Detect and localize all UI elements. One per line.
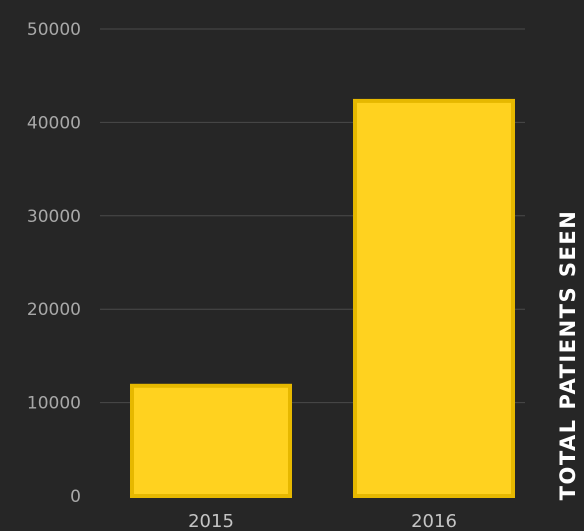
y-tick-label: 10000 [27,394,81,414]
y-tick-label: 20000 [27,300,81,320]
bar-2015 [130,383,292,498]
y-tick-label: 50000 [27,20,81,40]
x-tick-label: 2015 [188,511,234,531]
y-axis-label: TOTAL PATIENTS SEEN [556,210,580,501]
y-tick-label: 40000 [27,113,81,133]
bars [130,98,515,498]
y-tick-label: 30000 [27,207,81,227]
y-tick-label: 0 [70,487,81,507]
x-tick-label: 2016 [411,511,457,531]
bar-2016 [353,98,515,498]
x-axis-ticks: 2015 2016 [188,511,457,531]
y-axis-ticks: 0 10000 20000 30000 40000 50000 [27,20,81,507]
